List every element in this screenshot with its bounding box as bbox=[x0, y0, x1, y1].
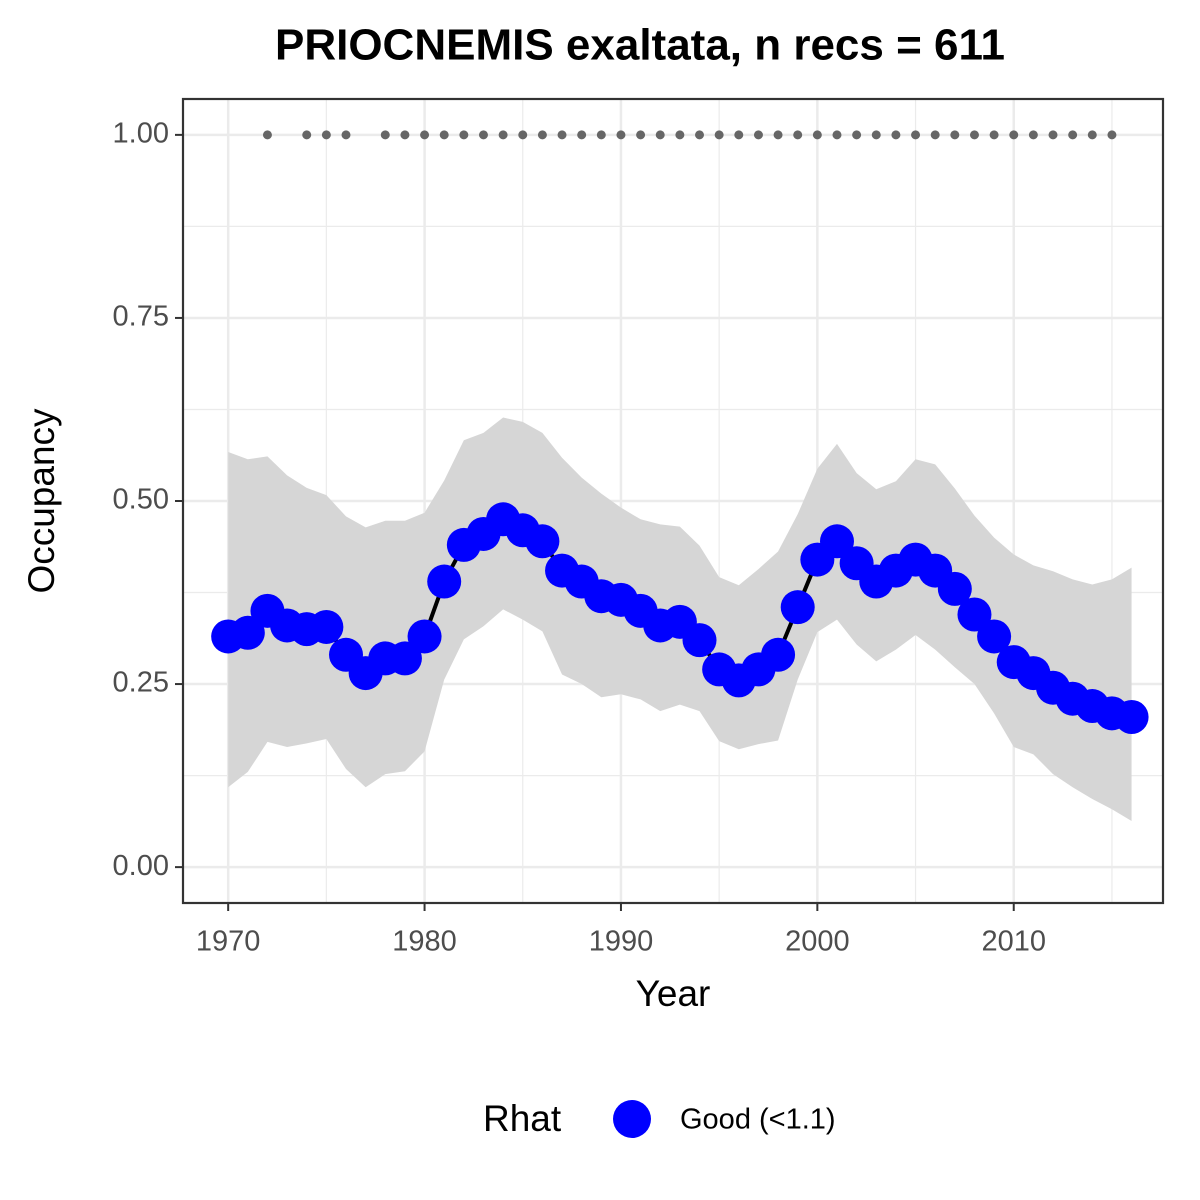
record-point bbox=[616, 130, 626, 140]
chart-title: PRIOCNEMIS exaltata, n recs = 611 bbox=[275, 21, 1005, 70]
x-tick-label: 1970 bbox=[196, 926, 261, 958]
record-point bbox=[439, 130, 449, 140]
x-tick-label: 2000 bbox=[785, 926, 850, 958]
record-point bbox=[557, 130, 567, 140]
record-point bbox=[341, 130, 351, 140]
record-point bbox=[498, 130, 508, 140]
record-point bbox=[577, 130, 587, 140]
record-point bbox=[832, 130, 842, 140]
record-point bbox=[380, 130, 390, 140]
panel-border bbox=[181, 97, 1165, 905]
record-point bbox=[537, 130, 547, 140]
legend-swatch bbox=[613, 1100, 651, 1138]
y-tick-label: 1.00 bbox=[113, 118, 169, 150]
record-point bbox=[321, 130, 331, 140]
record-point bbox=[1087, 130, 1097, 140]
x-tick-label: 1990 bbox=[589, 926, 654, 958]
record-point bbox=[1028, 130, 1038, 140]
x-axis-label: Year bbox=[636, 973, 711, 1014]
y-tick-label: 0.00 bbox=[113, 850, 169, 882]
record-point bbox=[773, 130, 783, 140]
record-point bbox=[793, 130, 803, 140]
record-point bbox=[989, 130, 999, 140]
record-point bbox=[518, 130, 528, 140]
point bbox=[1114, 700, 1149, 735]
record-point bbox=[636, 130, 646, 140]
point bbox=[937, 571, 972, 606]
record-point bbox=[950, 130, 960, 140]
record-point bbox=[655, 130, 665, 140]
record-point bbox=[871, 130, 881, 140]
record-point bbox=[714, 130, 724, 140]
record-point bbox=[459, 130, 469, 140]
y-axis-label: Occupancy bbox=[21, 408, 62, 594]
record-point bbox=[891, 130, 901, 140]
x-tick-label: 2010 bbox=[981, 926, 1046, 958]
record-point bbox=[400, 130, 410, 140]
record-point bbox=[1068, 130, 1078, 140]
record-point bbox=[420, 130, 430, 140]
point bbox=[819, 524, 854, 559]
point bbox=[780, 590, 815, 625]
legend-label: Good (<1.1) bbox=[680, 1104, 836, 1136]
point bbox=[427, 564, 462, 599]
point bbox=[525, 524, 560, 559]
point bbox=[682, 623, 717, 658]
point bbox=[407, 619, 442, 654]
y-tick-label: 0.75 bbox=[113, 301, 169, 333]
point bbox=[977, 619, 1012, 654]
point bbox=[230, 615, 265, 650]
point bbox=[387, 641, 422, 676]
record-point bbox=[675, 130, 685, 140]
point bbox=[309, 609, 344, 644]
record-point bbox=[753, 130, 763, 140]
record-point bbox=[734, 130, 744, 140]
record-point bbox=[302, 130, 312, 140]
point bbox=[761, 637, 796, 672]
record-point bbox=[812, 130, 822, 140]
record-point bbox=[1107, 130, 1117, 140]
record-point bbox=[1009, 130, 1019, 140]
record-point bbox=[930, 130, 940, 140]
point bbox=[957, 597, 992, 632]
record-point bbox=[695, 130, 705, 140]
y-tick-label: 0.25 bbox=[113, 667, 169, 699]
x-tick-label: 1980 bbox=[392, 926, 457, 958]
record-point bbox=[969, 130, 979, 140]
record-point bbox=[1048, 130, 1058, 140]
record-point bbox=[911, 130, 921, 140]
record-point bbox=[596, 130, 606, 140]
y-tick-label: 0.50 bbox=[113, 484, 169, 516]
record-point bbox=[852, 130, 862, 140]
legend-title: Rhat bbox=[483, 1098, 562, 1139]
record-point bbox=[262, 130, 272, 140]
record-point bbox=[478, 130, 488, 140]
